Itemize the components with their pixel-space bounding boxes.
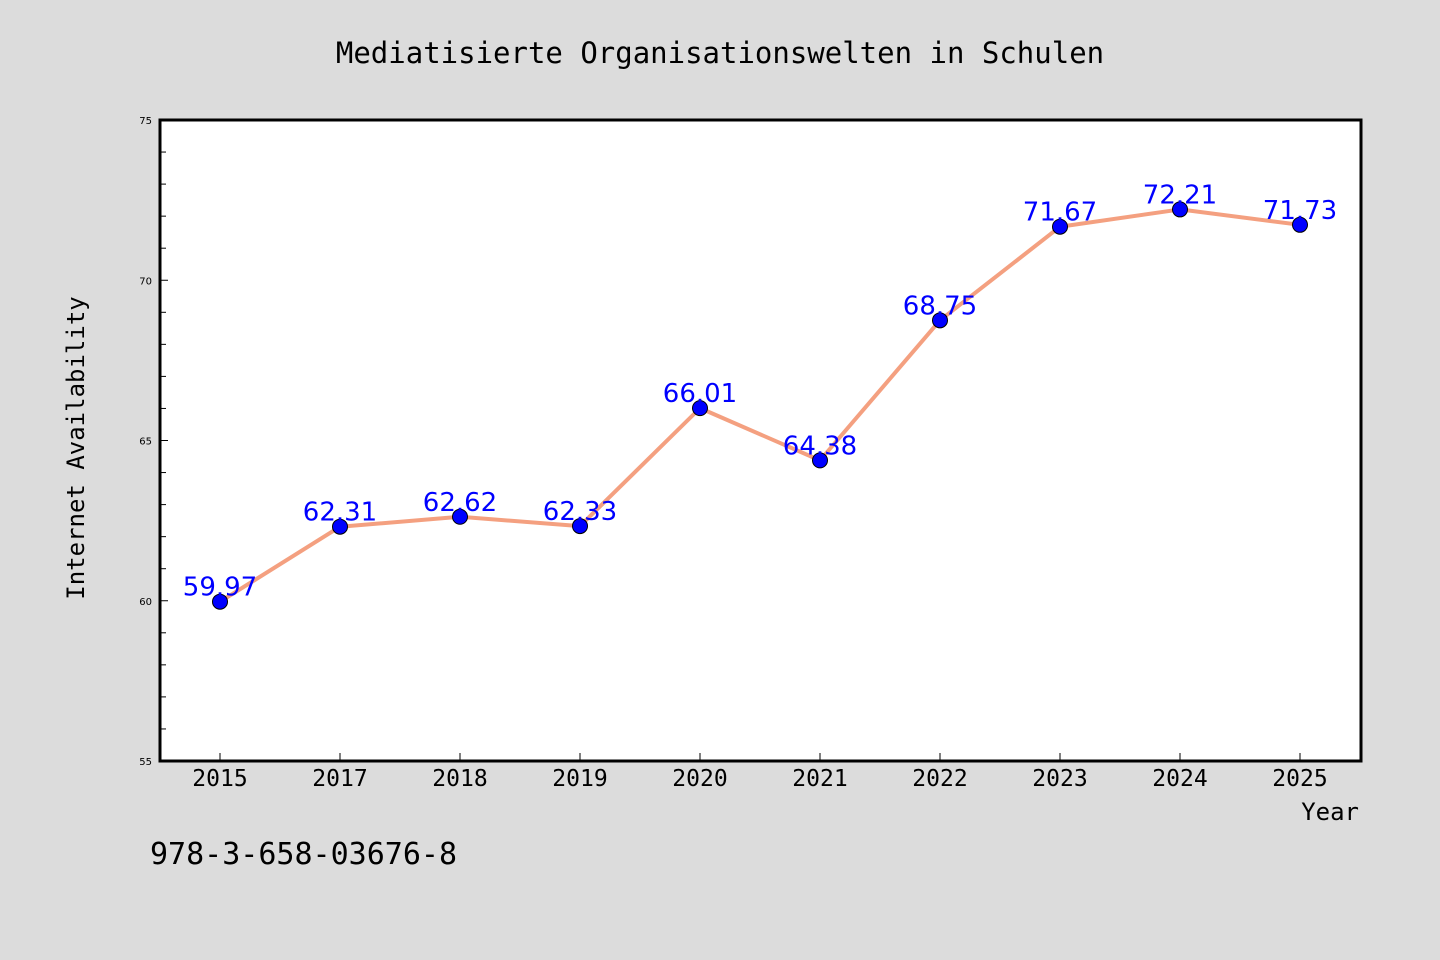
data-label: 71.73 — [1263, 196, 1337, 226]
data-label: 72.21 — [1143, 180, 1217, 210]
plot-area — [158, 118, 1363, 763]
isbn-text: 978-3-658-03676-8 — [150, 837, 457, 872]
y-tick-label: 55 — [139, 757, 152, 768]
x-tick-label: 2020 — [672, 766, 727, 792]
x-tick-label: 2024 — [1152, 766, 1207, 792]
data-label: 62.31 — [303, 498, 377, 528]
x-tick-label: 2023 — [1032, 766, 1087, 792]
series-layer: 59.97 62.31 62.62 62.33 66.01 64.38 68.75 71.67… — [183, 180, 1337, 610]
x-tick-label: 2021 — [792, 766, 847, 792]
data-label: 68.75 — [903, 291, 977, 321]
y-tick-label: 75 — [139, 116, 152, 127]
data-point — [932, 312, 948, 329]
data-point — [692, 400, 708, 417]
y-axis-label: Internet Availability — [62, 296, 90, 599]
x-tick-label: 2015 — [192, 766, 247, 792]
data-point — [212, 593, 228, 610]
y-axis: 55 60 65 70 75 — [139, 116, 168, 768]
y-tick-label: 65 — [139, 437, 152, 448]
data-point — [332, 518, 348, 535]
x-tick-label: 2017 — [312, 766, 367, 792]
data-label: 71.67 — [1023, 198, 1097, 228]
data-point — [812, 452, 828, 469]
data-point — [1292, 216, 1308, 233]
data-point — [1052, 218, 1068, 235]
data-point — [572, 518, 588, 535]
chart-title: Mediatisierte Organisationswelten in Sch… — [336, 36, 1104, 70]
data-label: 62.33 — [543, 497, 617, 527]
data-label: 66.01 — [663, 379, 737, 409]
data-label: 62.62 — [423, 488, 497, 518]
x-tick-label: 2018 — [432, 766, 487, 792]
y-tick-label: 70 — [139, 276, 152, 287]
y-tick-label: 60 — [139, 597, 152, 608]
data-point — [452, 508, 468, 525]
x-tick-label: 2022 — [912, 766, 967, 792]
data-label: 59.97 — [183, 573, 257, 603]
data-point — [1172, 201, 1188, 218]
data-label: 64.38 — [783, 431, 857, 461]
x-tick-label: 2025 — [1272, 766, 1327, 792]
x-axis: 2015 2017 2018 2019 2020 2021 2022 2023 2024 2025 — [192, 753, 1328, 792]
series-line — [218, 207, 1302, 604]
x-axis-label: Year — [1301, 798, 1359, 826]
x-tick-label: 2019 — [552, 766, 607, 792]
